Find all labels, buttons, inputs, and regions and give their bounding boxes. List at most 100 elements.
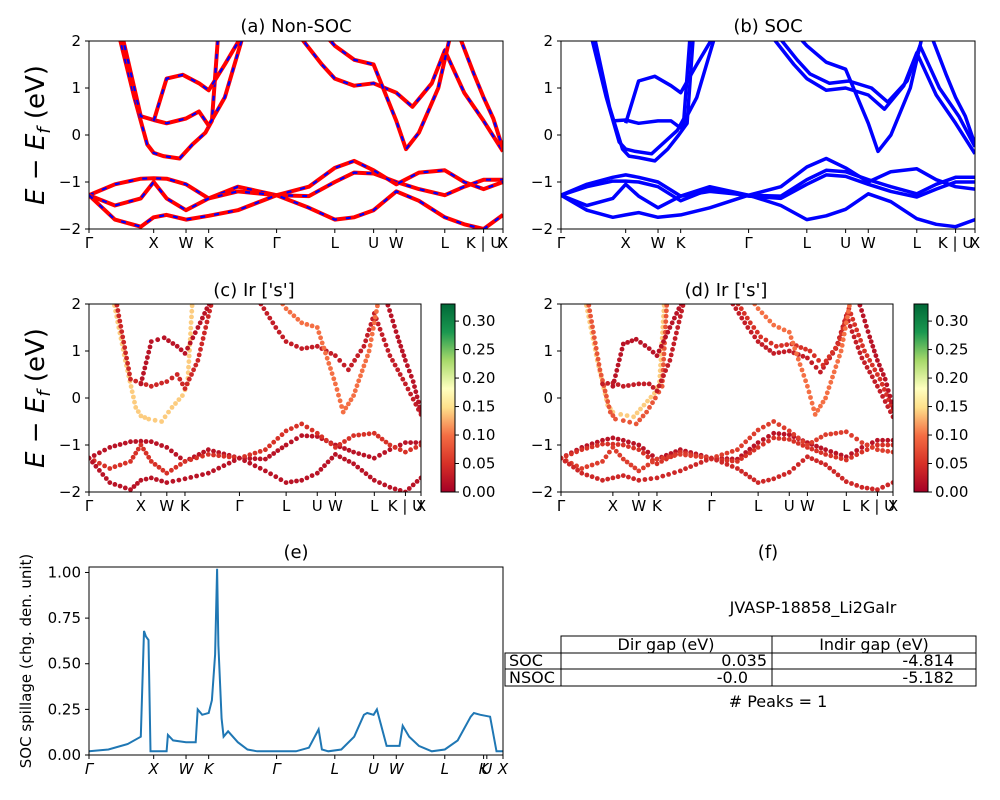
point-c-0-10-2 (294, 436, 299, 442)
point-d-1-10-1 (760, 441, 766, 447)
point-d-7-4-3 (661, 339, 666, 344)
point-d-0-9-3 (747, 446, 753, 452)
point-d-1-10-0 (755, 445, 761, 450)
point-d-0-4-1 (626, 439, 631, 445)
point-c-1-8-1 (242, 454, 248, 459)
point-c-7-4-4 (339, 404, 344, 409)
point-d-9-9-5 (875, 372, 880, 377)
point-c-1-7-1 (211, 452, 216, 458)
point-c-0-9-3 (275, 448, 281, 453)
point-d-6-1-1 (615, 382, 621, 387)
point-c-6-1-0 (273, 325, 279, 330)
point-d-3-17-0 (875, 487, 880, 492)
point-c-6-6-1 (349, 362, 354, 368)
point-d-1-end (890, 442, 893, 448)
point-c-6-3-0 (299, 346, 305, 351)
point-c-8-0-5 (390, 318, 396, 324)
point-d-9-8-4 (854, 327, 860, 333)
point-c-0-7-0 (205, 447, 211, 453)
point-d-7-1-2 (629, 338, 635, 344)
point-d-5-0-0 (585, 292, 590, 297)
point-d-2-8-3 (724, 450, 730, 456)
point-d-2-6-1 (660, 455, 666, 461)
point-c-0-15-2 (382, 450, 388, 455)
point-c-4-6-0 (182, 386, 188, 391)
point-d-10-6-2 (826, 385, 832, 390)
point-d-6-6-6 (675, 325, 681, 330)
point-d-1-14-3 (838, 456, 844, 461)
point-c-4-3-0 (148, 383, 154, 389)
point-d-9-9-0 (862, 348, 867, 354)
table-row-soc-indir: -4.814 (902, 651, 954, 670)
point-c-1-11-2 (309, 427, 315, 433)
point-c-0-3-1 (143, 439, 149, 444)
point-d-7-0-3 (614, 368, 620, 373)
band-dash-a-8 (460, 41, 503, 150)
point-c-6-5-1 (337, 358, 343, 363)
point-c-8-0-3 (387, 308, 392, 313)
band-b-1 (561, 173, 975, 203)
point-c-3-8-11 (188, 320, 194, 325)
point-c-5-0-2 (141, 370, 146, 376)
point-c-4-4-1 (169, 375, 175, 381)
point-c-1-15-0 (371, 430, 377, 436)
point-d-5-0-9 (592, 340, 598, 346)
series-group-e (89, 568, 503, 753)
point-c-4-2-1 (143, 382, 149, 387)
point-d-2-11-1 (776, 422, 782, 427)
point-d-5-8-5 (661, 356, 667, 362)
point-d-2-12-0 (786, 428, 792, 434)
point-c-1-12-0 (314, 430, 320, 436)
point-d-7-0-5 (617, 357, 622, 363)
point-c-7-6-0 (351, 393, 356, 398)
point-d-10-7-2 (840, 337, 846, 343)
ytick-label-c-0: −2 (59, 483, 81, 501)
point-c-3-5-1 (162, 414, 168, 420)
point-d-3-4-0 (620, 473, 626, 478)
band-b-0 (561, 168, 975, 198)
xtick-label-e-3: K (204, 760, 215, 778)
point-d-5-2-0 (607, 409, 613, 415)
point-d-0-15-2 (854, 448, 860, 453)
point-c-6-9-1 (390, 358, 395, 363)
point-d-10-3-0 (786, 329, 792, 335)
point-c-2-11-1 (304, 475, 310, 481)
point-c-0-9-4 (279, 445, 285, 451)
point-c-1-15-2 (379, 436, 385, 442)
ytick-label-b-4: 2 (543, 32, 553, 50)
point-d-8-10-2 (880, 394, 885, 399)
table-row-nsoc-label: NSOC (509, 668, 555, 687)
point-d-9-1-2 (754, 329, 760, 335)
point-c-3-0-0 (110, 292, 115, 297)
point-d-6-4-0 (646, 381, 652, 387)
point-c-2-10-1 (288, 479, 294, 485)
point-c-2-9-0 (263, 468, 268, 474)
point-c-7-7-4 (370, 326, 376, 331)
point-d-7-4-4 (663, 334, 668, 340)
ytick-label-d-4: 2 (543, 295, 553, 313)
panel-d-title: (d) Ir ['s'] (685, 280, 768, 301)
point-d-3-11-0 (771, 476, 777, 482)
point-d-9-6-2 (826, 354, 832, 359)
cbar-d-tick-label-3: 0.15 (935, 398, 968, 416)
point-c-0-5-2 (173, 452, 179, 457)
point-d-2-5-2 (645, 462, 651, 468)
point-c-3-3-1 (142, 415, 148, 420)
point-d-0-5-1 (641, 446, 646, 451)
point-c-6-9-2 (392, 362, 398, 368)
point-c-0-0-1 (91, 453, 97, 458)
point-d-9-5-2 (816, 358, 821, 363)
point-c-1-9-0 (263, 447, 268, 453)
point-c-2-7-4 (226, 460, 232, 466)
xtick-label-e-4: Γ (272, 760, 282, 778)
ytick-label-d-3: 1 (543, 342, 553, 360)
point-d-3-10-1 (760, 478, 766, 484)
point-c-5-3-0 (174, 343, 180, 349)
point-c-7-2-2 (309, 323, 315, 329)
point-d-10-3-1 (788, 335, 794, 340)
point-c-1-2-1 (130, 454, 136, 460)
point-c-1-7-0 (205, 452, 211, 457)
point-d-10-5-0 (812, 412, 818, 417)
point-d-9-6-0 (820, 362, 826, 368)
cbar-c-tick-label-4: 0.20 (462, 369, 495, 387)
